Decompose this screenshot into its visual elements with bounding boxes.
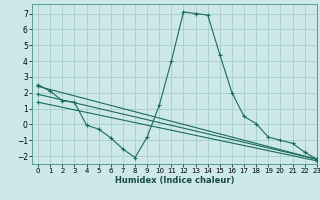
X-axis label: Humidex (Indice chaleur): Humidex (Indice chaleur) (115, 176, 234, 185)
